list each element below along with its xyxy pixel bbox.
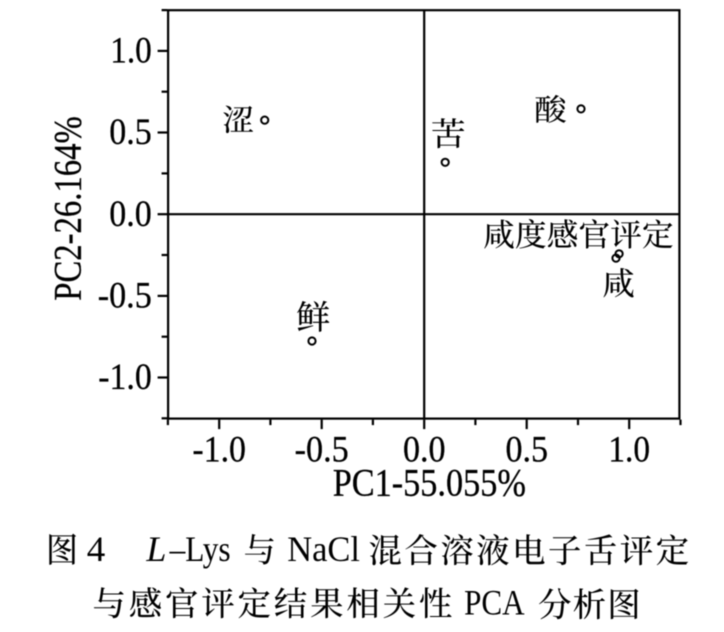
svg-text:0.0: 0.0 [109, 194, 152, 235]
svg-text:-1.0: -1.0 [98, 357, 152, 398]
svg-text:-1.0: -1.0 [192, 429, 246, 470]
svg-text:1.0: 1.0 [608, 429, 650, 470]
svg-text:0.0: 0.0 [403, 429, 446, 470]
svg-text:L: L [145, 529, 166, 569]
svg-text:0.5: 0.5 [505, 429, 548, 470]
svg-text:PC1-55.055%: PC1-55.055% [333, 461, 526, 504]
svg-text:4: 4 [87, 529, 106, 569]
svg-text:NaCl: NaCl [287, 529, 360, 569]
svg-text:–Lys: –Lys [169, 529, 231, 569]
svg-text:-0.5: -0.5 [295, 429, 349, 470]
svg-text:PC2-26.164%: PC2-26.164% [46, 116, 89, 301]
svg-text:0.5: 0.5 [109, 112, 152, 153]
svg-text:1.0: 1.0 [110, 31, 152, 72]
svg-text:PCA: PCA [464, 583, 525, 623]
svg-text:-0.5: -0.5 [98, 276, 152, 317]
